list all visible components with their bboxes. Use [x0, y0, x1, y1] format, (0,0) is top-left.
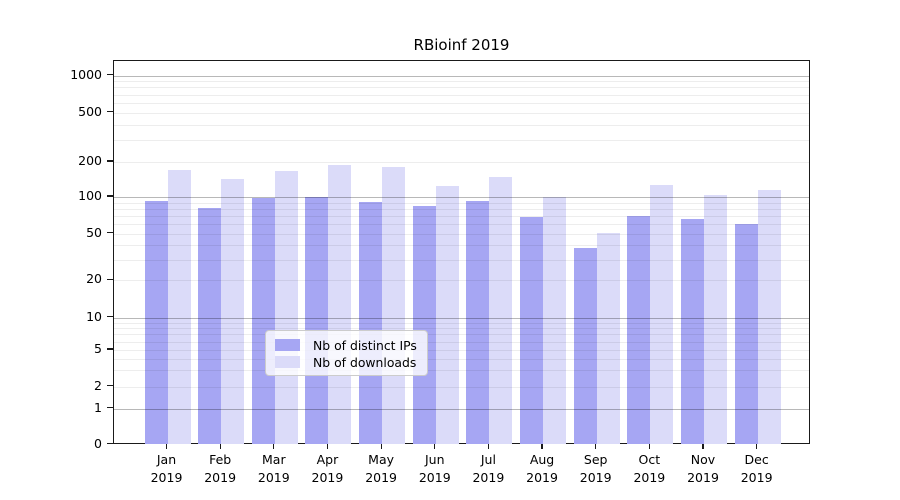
- bar-downloads-may: [382, 167, 406, 444]
- y-axis-tick-label: 200: [78, 153, 102, 168]
- bar-distinct-ips-jun: [412, 205, 436, 444]
- bar-downloads-nov: [704, 195, 727, 444]
- legend-label-downloads: Nb of downloads: [313, 354, 417, 370]
- bar-distinct-ips-jul: [466, 200, 490, 444]
- y-axis-tick-label: 100: [78, 188, 102, 203]
- minor-gridline: [114, 81, 809, 83]
- y-axis-tick-label: 10: [86, 308, 102, 324]
- legend-row-distinct-ips: Nb of distinct IPs: [275, 337, 418, 353]
- bar-distinct-ips-nov: [681, 219, 704, 444]
- y-axis-tick: [107, 111, 113, 113]
- x-axis-month-label-oct: Oct 2019: [633, 452, 666, 485]
- x-axis-month-label-jun: Jun 2019: [418, 452, 451, 485]
- bar-downloads-sep: [596, 232, 620, 444]
- x-axis-month-label-mar: Mar 2019: [257, 452, 290, 485]
- bar-distinct-ips-aug: [520, 217, 544, 444]
- y-axis-tick-label: 1: [94, 399, 102, 415]
- y-axis-tick: [107, 73, 113, 76]
- y-axis-tick: [107, 195, 113, 197]
- y-axis-tick: [107, 316, 113, 318]
- x-axis-tick: [487, 444, 489, 449]
- y-axis-tick-label: 1000: [70, 66, 102, 82]
- x-axis-month-label-jul: Jul 2019: [472, 452, 505, 485]
- bar-distinct-ips-jan: [144, 201, 168, 444]
- bar-distinct-ips-may: [359, 201, 383, 444]
- x-axis-month-label-dec: Dec 2019: [740, 452, 773, 485]
- y-axis-tick: [107, 407, 113, 409]
- bar-downloads-aug: [543, 197, 567, 444]
- y-axis-tick: [107, 232, 113, 234]
- bar-distinct-ips-mar: [251, 198, 275, 444]
- x-axis-tick: [165, 444, 168, 449]
- minor-gridline: [114, 87, 809, 89]
- plot-area: [113, 60, 810, 444]
- x-axis-month-label-may: May 2019: [365, 452, 397, 485]
- x-axis-tick: [595, 444, 597, 449]
- y-axis-tick-label: 500: [78, 103, 102, 119]
- y-axis-tick: [107, 278, 113, 280]
- x-axis-tick: [380, 444, 382, 449]
- minor-gridline: [114, 112, 809, 114]
- x-axis-month-label-apr: Apr 2019: [311, 452, 344, 485]
- y-axis-tick: [107, 348, 113, 350]
- x-axis-tick: [702, 444, 704, 449]
- y-axis-tick-label: 5: [94, 341, 102, 356]
- x-axis-tick: [756, 444, 758, 449]
- chart-title: RBioinf 2019: [413, 36, 510, 54]
- bar-distinct-ips-oct: [627, 215, 651, 444]
- bar-downloads-oct: [650, 184, 674, 444]
- x-axis-tick: [326, 444, 329, 449]
- x-axis-tick: [541, 444, 543, 449]
- bar-distinct-ips-sep: [573, 247, 597, 444]
- minor-gridline: [114, 102, 809, 104]
- y-axis-tick-label: 20: [86, 271, 102, 287]
- bar-distinct-ips-dec: [734, 224, 758, 444]
- legend-label-distinct-ips: Nb of distinct IPs: [313, 337, 417, 353]
- y-axis-tick: [107, 160, 113, 162]
- y-axis-tick-label: 50: [86, 224, 102, 240]
- x-axis-month-label-nov: Nov 2019: [687, 452, 719, 485]
- legend: Nb of distinct IPs Nb of downloads: [265, 330, 428, 376]
- x-axis-month-label-aug: Aug 2019: [526, 452, 558, 485]
- legend-swatch-downloads: [275, 356, 300, 368]
- bar-downloads-jul: [489, 176, 513, 444]
- x-axis-month-label-sep: Sep 2019: [579, 452, 612, 485]
- minor-gridline: [114, 162, 809, 163]
- x-axis-month-label-feb: Feb 2019: [204, 452, 237, 485]
- bar-downloads-jan: [167, 169, 191, 444]
- bar-downloads-jun: [435, 185, 459, 444]
- major-gridline: [114, 75, 809, 77]
- x-axis-tick: [273, 444, 275, 449]
- legend-row-downloads: Nb of downloads: [275, 354, 418, 370]
- y-axis-tick-label: 2: [94, 377, 102, 393]
- bar-downloads-dec: [757, 189, 781, 444]
- x-axis-tick: [434, 444, 436, 449]
- bar-downloads-feb: [221, 178, 245, 444]
- minor-gridline: [114, 140, 809, 142]
- minor-gridline: [114, 124, 809, 126]
- minor-gridline: [114, 94, 809, 96]
- bar-downloads-mar: [274, 170, 298, 444]
- y-axis-tick-label: 0: [94, 435, 102, 451]
- bar-distinct-ips-feb: [198, 207, 222, 444]
- y-axis-tick: [107, 385, 113, 387]
- x-axis-tick: [219, 444, 221, 449]
- y-axis-tick: [107, 442, 113, 445]
- legend-swatch-distinct-ips: [275, 339, 300, 351]
- x-axis-month-label-jan: Jan 2019: [150, 452, 183, 485]
- bar-distinct-ips-apr: [305, 197, 329, 444]
- x-axis-tick: [648, 444, 650, 449]
- bar-downloads-apr: [328, 165, 352, 444]
